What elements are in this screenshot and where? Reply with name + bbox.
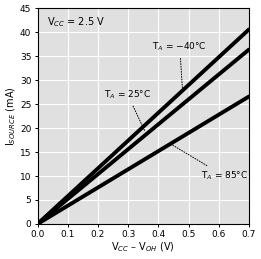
Text: T$_A$ = 85°C: T$_A$ = 85°C [173,145,248,182]
Text: V$_{CC}$ = 2.5 V: V$_{CC}$ = 2.5 V [47,16,105,29]
Y-axis label: I$_{SOURCE}$ (mA): I$_{SOURCE}$ (mA) [5,86,19,146]
X-axis label: V$_{CC}$ – V$_{OH}$ (V): V$_{CC}$ – V$_{OH}$ (V) [111,241,175,254]
Text: T$_A$ = −40°C: T$_A$ = −40°C [152,40,207,88]
Text: T$_A$ = 25°C: T$_A$ = 25°C [104,88,151,132]
